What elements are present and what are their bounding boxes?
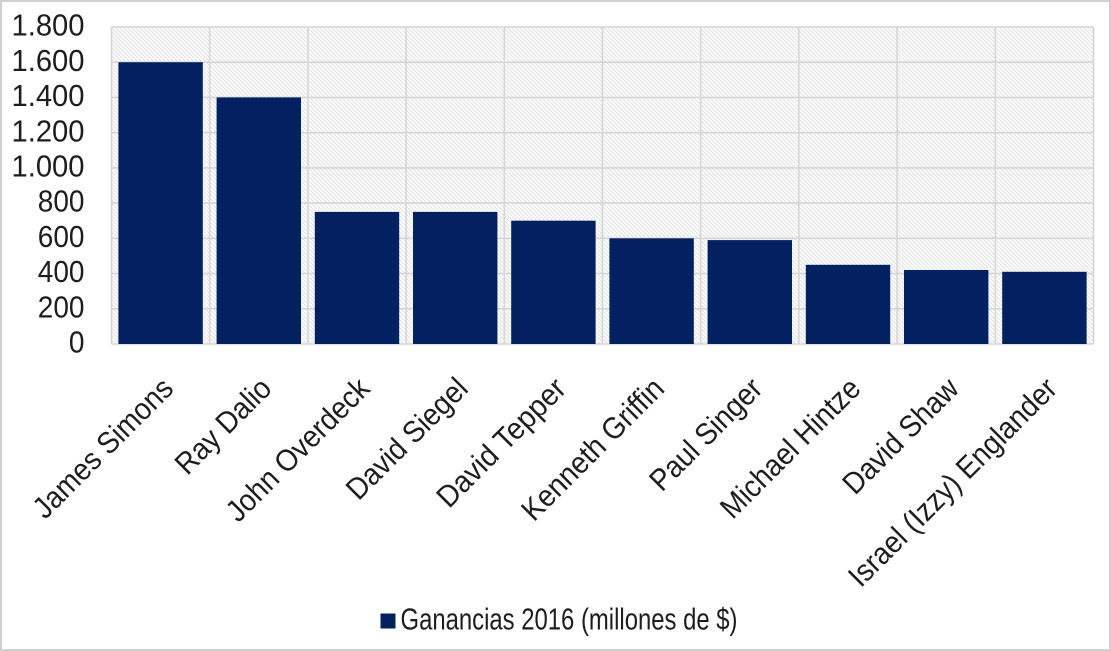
svg-text:0: 0 [69, 326, 85, 360]
svg-text:600: 600 [38, 220, 85, 254]
svg-text:200: 200 [38, 290, 85, 324]
svg-text:400: 400 [38, 255, 85, 289]
svg-text:800: 800 [38, 185, 85, 219]
svg-text:Ganancias 2016 (millones de $): Ganancias 2016 (millones de $) [401, 603, 738, 637]
svg-text:1.600: 1.600 [12, 44, 85, 78]
svg-text:1.200: 1.200 [12, 114, 85, 148]
svg-text:1.800: 1.800 [12, 9, 85, 43]
svg-text:1.400: 1.400 [12, 79, 85, 113]
svg-text:1.000: 1.000 [12, 150, 85, 184]
